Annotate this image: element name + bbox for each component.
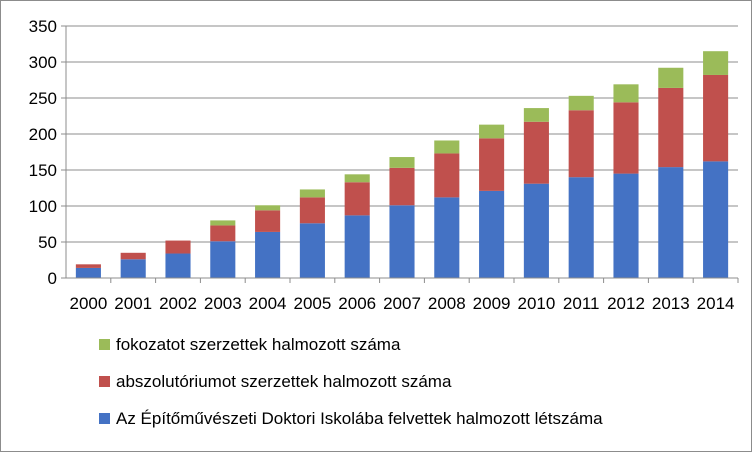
x-tick-label-2014: 2014 — [697, 294, 735, 313]
legend-swatch-absolutorium — [99, 376, 110, 387]
legend-label-admitted: Az Építőművészeti Doktori Iskolába felve… — [116, 409, 603, 428]
bar-2010-series-1 — [523, 121, 549, 184]
x-tick-label-2012: 2012 — [607, 294, 645, 313]
legend-label-degrees: fokozatot szerzettek halmozott száma — [116, 335, 401, 354]
bar-2013-series-1 — [658, 87, 684, 168]
x-tick-label-2005: 2005 — [293, 294, 331, 313]
x-tick-label-2007: 2007 — [383, 294, 421, 313]
y-tick-label-350: 350 — [29, 17, 57, 36]
bar-2010-series-0 — [523, 183, 549, 278]
y-tick-label-150: 150 — [29, 161, 57, 180]
bar-2000-series-1 — [75, 264, 101, 268]
y-tick-label-100: 100 — [29, 197, 57, 216]
bar-2009-series-0 — [479, 190, 505, 278]
bar-2005-series-2 — [299, 189, 325, 198]
bar-2004-series-2 — [255, 205, 281, 211]
legend-swatch-degrees — [99, 339, 110, 350]
bar-2011-series-1 — [568, 110, 594, 178]
bar-2010-series-2 — [523, 108, 549, 122]
bar-2004-series-0 — [255, 231, 281, 278]
x-tick-label-2003: 2003 — [204, 294, 242, 313]
bar-2011-series-2 — [568, 95, 594, 111]
bar-2009-series-1 — [479, 138, 505, 191]
legend-swatch-admitted — [99, 413, 110, 424]
bar-2013-series-2 — [658, 67, 684, 88]
axes: 0 50 100 150 200 250 300 350 2000 2001 2002 2003 200… — [29, 17, 739, 313]
x-tick-label-2013: 2013 — [652, 294, 690, 313]
bar-2014-series-0 — [703, 161, 729, 278]
bar-2004-series-1 — [255, 210, 281, 232]
x-tick-label-2008: 2008 — [428, 294, 466, 313]
bar-2007-series-1 — [389, 167, 415, 206]
bar-2000-series-0 — [75, 267, 101, 278]
x-tick-label-2011: 2011 — [563, 294, 600, 313]
bar-2008-series-2 — [434, 140, 460, 154]
bar-2012-series-0 — [613, 173, 639, 278]
y-tick-label-50: 50 — [38, 233, 57, 252]
bar-2011-series-0 — [568, 177, 594, 278]
bar-2002-series-0 — [165, 253, 191, 278]
x-tick-label-2006: 2006 — [338, 294, 376, 313]
bar-2006-series-2 — [344, 174, 370, 183]
x-tick-label-2001: 2001 — [114, 294, 152, 313]
x-tick-label-2000: 2000 — [69, 294, 107, 313]
bar-2003-series-2 — [210, 220, 236, 226]
bar-2012-series-1 — [613, 102, 639, 174]
y-tick-label-0: 0 — [48, 269, 57, 288]
legend-label-absolutorium: abszolutóriumot szerzettek halmozott szá… — [116, 372, 452, 391]
x-tick-label-2009: 2009 — [473, 294, 511, 313]
bar-2006-series-0 — [344, 215, 370, 278]
x-tick-label-2002: 2002 — [159, 294, 197, 313]
bar-2003-series-1 — [210, 225, 236, 242]
bar-2002-series-1 — [165, 240, 191, 254]
bar-2014-series-1 — [703, 74, 729, 162]
bar-2012-series-2 — [613, 84, 639, 103]
bar-2007-series-0 — [389, 205, 415, 278]
y-tick-label-250: 250 — [29, 89, 57, 108]
bar-2005-series-1 — [299, 197, 325, 224]
y-tick-label-200: 200 — [29, 125, 57, 144]
x-tick-label-2010: 2010 — [517, 294, 555, 313]
bar-2009-series-2 — [479, 124, 505, 139]
bar-2001-series-0 — [120, 259, 146, 278]
bar-2007-series-2 — [389, 157, 415, 168]
x-tick-label-2004: 2004 — [249, 294, 287, 313]
bar-2005-series-0 — [299, 223, 325, 278]
bars — [75, 51, 729, 278]
bar-2013-series-0 — [658, 167, 684, 278]
bar-2014-series-2 — [703, 51, 729, 75]
y-tick-label-300: 300 — [29, 53, 57, 72]
bar-2006-series-1 — [344, 182, 370, 216]
bar-2003-series-0 — [210, 241, 236, 278]
bar-2001-series-1 — [120, 252, 146, 260]
bar-2008-series-0 — [434, 197, 460, 278]
bar-2008-series-1 — [434, 153, 460, 198]
stacked-bar-chart: 0 50 100 150 200 250 300 350 2000 2001 2002 2003 200… — [29, 17, 739, 313]
